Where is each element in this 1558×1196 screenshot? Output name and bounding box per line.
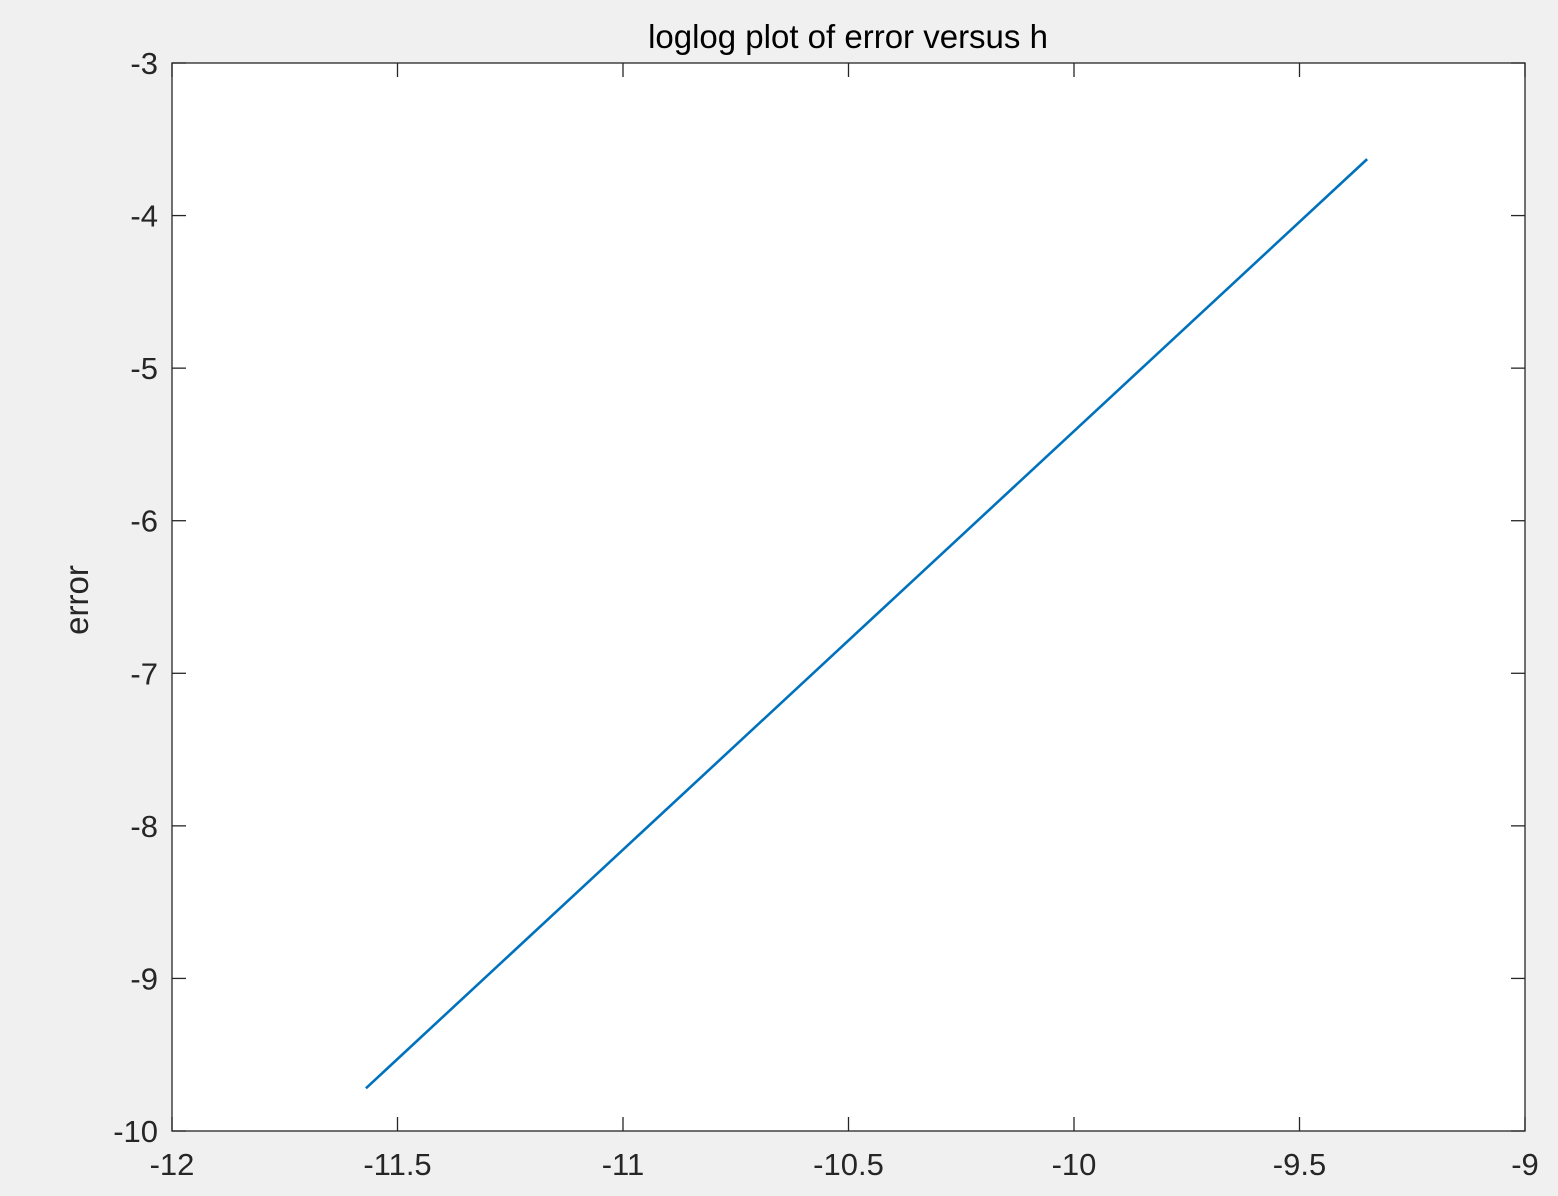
x-tick-label: -11.5 <box>363 1147 431 1182</box>
x-tick-label: -9 <box>1511 1147 1539 1182</box>
x-tick-label: -10.5 <box>813 1147 884 1182</box>
series-layer <box>365 158 1369 1090</box>
y-tick-label: -3 <box>130 46 158 81</box>
y-tick-label: -5 <box>130 351 158 386</box>
ticks-layer <box>171 62 1526 1132</box>
x-tick-label: -9.5 <box>1273 1147 1326 1182</box>
y-tick-label: -4 <box>130 199 158 234</box>
x-tick-label: -12 <box>150 1147 195 1182</box>
y-tick-label: -6 <box>130 504 158 539</box>
y-axis-label: error <box>58 565 95 635</box>
plot-area <box>172 63 1525 1131</box>
x-tick-label: -10 <box>1052 1147 1097 1182</box>
series-line <box>365 158 1369 1090</box>
y-tick-label: -7 <box>130 656 158 691</box>
x-tick-label: -11 <box>602 1147 645 1182</box>
y-tick-label: -10 <box>113 1114 158 1149</box>
y-tick-label: -8 <box>130 809 158 844</box>
y-tick-label: -9 <box>130 961 158 996</box>
tick-labels-layer: -12 -11.5 -11 -10.5 -10 -9.5 -9 -10 -9 -8 -7 -6 -5 -4… <box>113 46 1539 1182</box>
chart-title: loglog plot of error versus h <box>648 18 1048 55</box>
